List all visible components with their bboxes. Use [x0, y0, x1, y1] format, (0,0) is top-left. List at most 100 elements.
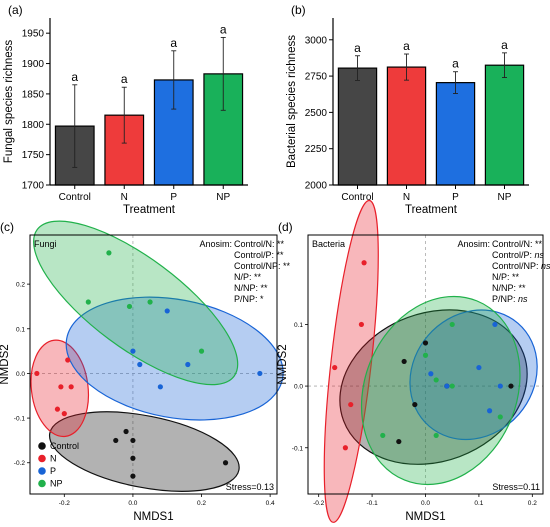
point-Control: [508, 383, 514, 389]
significance-label: a: [121, 72, 128, 86]
legend-label: Control: [50, 441, 79, 451]
y-tick-label: -0.2: [14, 460, 26, 467]
legend-marker-P: [38, 467, 46, 475]
point-NP: [106, 250, 112, 256]
y-tick-label: 0.0: [16, 371, 25, 378]
bar-panel-0: (a) a Control a Na Pa NP 1700 1750 1800 1850 1900 19…: [3, 3, 248, 216]
point-NP: [497, 414, 503, 420]
point-NP: [147, 299, 153, 305]
point-Control: [130, 437, 136, 444]
point-Control: [130, 473, 136, 479]
legend-marker-N: [38, 454, 46, 463]
anosim-pair: Control/P:: [234, 250, 277, 260]
legend: Control NP NP: [38, 441, 79, 489]
point-N: [358, 321, 365, 328]
y-tick-label: 0.1: [294, 322, 303, 329]
point-Control: [396, 438, 402, 445]
point-P: [164, 308, 170, 314]
x-tick-label: P: [452, 192, 459, 203]
anosim-pair: Control/N:: [492, 239, 535, 249]
anosim-significance: ns: [541, 261, 550, 271]
anosim-row: N/NP: **: [234, 283, 268, 293]
point-P: [185, 361, 191, 368]
anosim-significance: **: [277, 239, 285, 249]
point-Control: [412, 401, 418, 408]
y-tick-label: 0.1: [16, 326, 25, 333]
anosim-pair: N/NP:: [234, 283, 261, 293]
anosim-significance: **: [277, 250, 285, 260]
ellipse-NP: [360, 295, 521, 486]
anosim-row: Control/NP: **: [234, 261, 291, 271]
anosim-significance: ns: [535, 250, 545, 260]
y-tick-label: 0.2: [16, 282, 25, 289]
nmds-panel-2: (c) -0.2 0.0 0.2 0.4 -0.2 -0.1 0.0 0.1 0.2 NMDS1 NM…: [0, 220, 291, 523]
panel-label: (c): [0, 220, 14, 234]
anosim-pair: P/NP:: [234, 294, 260, 304]
anosim-row: Control/NP: ns: [492, 261, 550, 271]
anosim-row: Control/N: **: [234, 239, 285, 249]
point-Control: [401, 358, 407, 365]
point-NP: [198, 348, 205, 354]
point-N: [348, 401, 354, 408]
point-P: [444, 383, 450, 389]
significance-label: a: [354, 41, 361, 55]
anosim-significance: **: [535, 239, 543, 249]
x-tick-label: -0.2: [313, 500, 325, 507]
legend-label: NP: [50, 479, 63, 489]
x-axis-label: Treatment: [123, 204, 176, 216]
y-tick-label: -0.1: [292, 445, 304, 452]
anosim-pair: Control/NP:: [234, 261, 283, 271]
point-P: [428, 371, 434, 377]
point-P: [130, 348, 136, 354]
point-P: [497, 383, 503, 389]
bar-NP: [484, 64, 525, 186]
x-tick-label: NP: [498, 192, 512, 203]
ellipse-P: [409, 309, 538, 441]
anosim-row: Control/P: **: [234, 250, 284, 260]
anosim-significance: **: [519, 283, 527, 293]
anosim-row: Control/P: ns: [492, 250, 545, 260]
x-tick-label: 0.1: [474, 500, 483, 507]
ellipse-NP: [33, 220, 239, 386]
y-axis-label: NMDS2: [0, 344, 11, 384]
plot-frame: [29, 234, 278, 495]
point-N: [342, 445, 348, 451]
point-NP: [422, 352, 429, 358]
anosim-row: N/NP: **: [492, 283, 526, 293]
anosim-pair: P/NP:: [492, 294, 518, 304]
anosim-row: N/P: **: [492, 272, 520, 282]
panel-label: (b): [291, 3, 306, 17]
y-tick-label: 2250: [305, 144, 328, 155]
x-tick-label: -0.1: [366, 500, 378, 507]
point-P: [486, 408, 493, 414]
significance-label: a: [501, 38, 508, 52]
point-NP: [449, 321, 455, 328]
anosim-pair: N/P:: [492, 272, 512, 282]
ellipse-Control: [339, 309, 528, 465]
point-N: [61, 411, 67, 417]
ellipse-Control: [48, 411, 240, 492]
anosim-significance: **: [254, 272, 262, 282]
point-N: [332, 364, 338, 371]
legend-label: N: [50, 454, 57, 464]
anosim-pair: Control/N:: [234, 239, 277, 249]
confidence-ellipses: [30, 220, 284, 492]
x-tick-label: 0.0: [421, 500, 430, 507]
point-NP: [433, 377, 439, 383]
anosim-significance: *: [260, 294, 264, 304]
anosim-row: N/P: **: [234, 272, 262, 282]
y-tick-label: 1750: [22, 150, 45, 161]
x-tick-label: -0.2: [59, 500, 71, 507]
stress-value: Stress=0.13: [226, 482, 274, 492]
x-tick-label: N: [403, 192, 410, 203]
anosim-significance: **: [283, 261, 291, 271]
y-tick-label: 3000: [305, 35, 328, 46]
x-tick-label: Control: [341, 192, 373, 203]
x-tick-label: 0.2: [528, 500, 537, 507]
x-axis-label: NMDS1: [133, 511, 173, 523]
point-Control: [123, 428, 129, 435]
y-tick-label: 0.0: [294, 384, 303, 391]
x-tick-label: 0.2: [197, 500, 206, 507]
point-NP: [449, 383, 455, 389]
